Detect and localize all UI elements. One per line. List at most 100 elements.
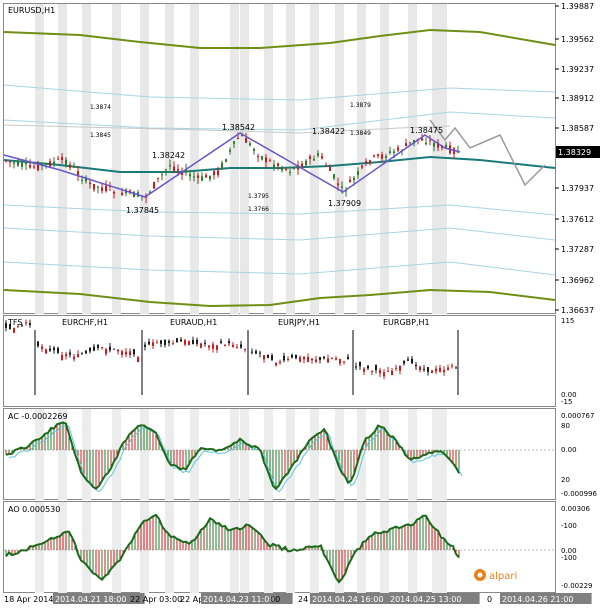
time-axis-label: 0: [487, 595, 492, 604]
ac-scale-label: 0.000767: [561, 412, 594, 420]
candle-body: [172, 343, 174, 345]
candle-body: [255, 351, 257, 354]
candle-body: [208, 345, 210, 348]
time-axis-label: 2014.04.24 16:00: [312, 595, 383, 604]
time-axis-label: 22 Apr 03:00: [130, 595, 182, 604]
candle-body: [261, 156, 263, 160]
candle-body: [213, 171, 215, 176]
candle-body: [113, 191, 115, 194]
candle-body: [37, 163, 39, 171]
candle-body: [17, 326, 19, 328]
symbol-title: EURUSD,H1: [8, 6, 55, 15]
price-label: 1.3874: [90, 104, 111, 111]
time-axis-label: 2014.04.21 18:00: [55, 595, 126, 604]
session-band: [240, 4, 249, 314]
price-label: 1.3766: [248, 206, 269, 213]
candle-body: [355, 366, 357, 368]
candle-body: [393, 151, 395, 153]
current-price-label: 1.38329: [558, 148, 591, 157]
session-band: [82, 502, 91, 593]
candle-body: [65, 354, 67, 357]
pair-label-4: EURGBP,H1: [383, 318, 430, 327]
candle-body: [329, 167, 331, 171]
candle-body: [389, 151, 391, 154]
price-scale-label: 1.38912: [561, 94, 594, 103]
session-band: [82, 4, 91, 314]
envelope-line: [3, 261, 556, 276]
session-band: [240, 502, 249, 593]
candle-body: [45, 163, 47, 165]
ac-line: [5, 421, 460, 491]
candle-body: [307, 357, 309, 362]
candle-body: [152, 342, 154, 346]
candle-body: [157, 177, 159, 179]
ac-scale-label: 0.00: [561, 446, 577, 454]
candle-body: [57, 158, 59, 160]
candle-body: [164, 340, 166, 345]
candle-body: [277, 163, 279, 166]
candle-body: [185, 169, 187, 173]
ac-scale-label: -0.000996: [561, 490, 597, 498]
session-band: [286, 4, 295, 314]
session-band: [140, 4, 149, 314]
session-band: [240, 409, 249, 500]
session-band: [380, 409, 389, 500]
candle-body: [385, 156, 387, 158]
candle-body: [311, 358, 313, 361]
candle-body: [303, 357, 305, 360]
candle-body: [299, 357, 301, 362]
tfs-title: TFS: [7, 318, 22, 327]
ao-scale-label: -100: [561, 554, 577, 562]
candle-body: [101, 187, 103, 191]
candle-body: [381, 154, 383, 159]
candle-body: [343, 361, 345, 363]
candle-body: [21, 324, 23, 326]
candle-body: [137, 357, 139, 363]
candle-body: [37, 341, 39, 347]
price-scale-label: 1.36962: [561, 276, 594, 285]
candle-body: [93, 346, 95, 351]
candle-body: [9, 161, 11, 163]
candle-body: [97, 186, 99, 188]
candle-body: [69, 164, 71, 168]
candle-body: [323, 356, 325, 359]
candle-body: [121, 192, 123, 196]
price-scale-label: 1.39887: [561, 2, 594, 11]
time-highlight: [53, 593, 145, 604]
candle-body: [61, 157, 63, 160]
candle-body: [359, 361, 361, 367]
session-band: [264, 502, 273, 593]
price-label: 1.38242: [152, 151, 185, 160]
candle-body: [361, 165, 363, 168]
candle-body: [244, 348, 246, 350]
candle-body: [339, 359, 341, 364]
time-highlight: [201, 593, 293, 604]
candle-body: [259, 352, 261, 354]
candle-body: [367, 365, 369, 369]
candle-body: [101, 347, 103, 349]
session-band: [335, 4, 344, 314]
candle-body: [415, 364, 417, 367]
price-label: 1.37845: [126, 206, 159, 215]
candle-body: [109, 346, 111, 351]
candle-body: [217, 170, 219, 176]
ao-scale-label: -0.00229: [561, 582, 592, 590]
ac-scale-label: 20: [561, 476, 570, 484]
candle-body: [265, 157, 267, 163]
candle-body: [285, 168, 287, 170]
candle-body: [435, 368, 437, 372]
candle-body: [347, 356, 349, 360]
candle-body: [181, 171, 183, 175]
candle-body: [97, 344, 99, 349]
candle-body: [233, 141, 235, 144]
price-scale-label: 1.39562: [561, 35, 594, 44]
candle-body: [93, 184, 95, 190]
candle-body: [263, 355, 265, 360]
ao-scale-label: -100: [561, 522, 577, 530]
candle-body: [168, 340, 170, 343]
candle-body: [251, 351, 253, 353]
tfs-scale-label: 115: [561, 317, 574, 325]
candle-body: [53, 347, 55, 351]
zigzag-line: [3, 132, 461, 198]
